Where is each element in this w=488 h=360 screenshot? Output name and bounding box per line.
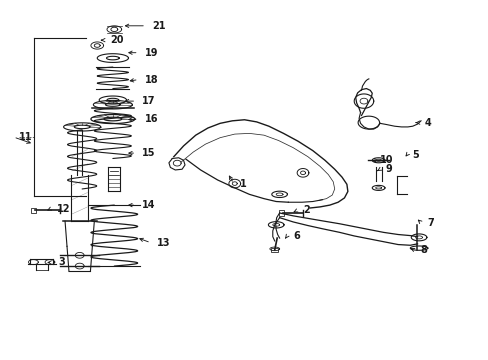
Text: 15: 15 [142,148,155,158]
Text: 10: 10 [379,155,393,165]
Text: 4: 4 [424,118,431,128]
Bar [31,208,36,213]
Text: 21: 21 [152,21,165,31]
Text: 5: 5 [412,150,419,160]
Text: 18: 18 [144,75,158,85]
Text: 14: 14 [142,200,155,210]
Text: 9: 9 [385,164,392,174]
Text: 20: 20 [110,35,123,45]
Bar [279,211,283,216]
Text: 3: 3 [58,257,65,267]
Text: 12: 12 [57,204,70,214]
Text: 6: 6 [293,231,300,240]
Text: 7: 7 [427,218,433,228]
Bar [271,248,278,252]
Text: 13: 13 [157,238,170,248]
Text: 11: 11 [19,132,33,142]
Text: 16: 16 [144,114,158,124]
Text: 1: 1 [239,179,246,189]
Text: 17: 17 [142,96,155,106]
Text: 2: 2 [303,206,309,216]
Text: 19: 19 [144,48,158,58]
Text: 8: 8 [419,245,426,255]
